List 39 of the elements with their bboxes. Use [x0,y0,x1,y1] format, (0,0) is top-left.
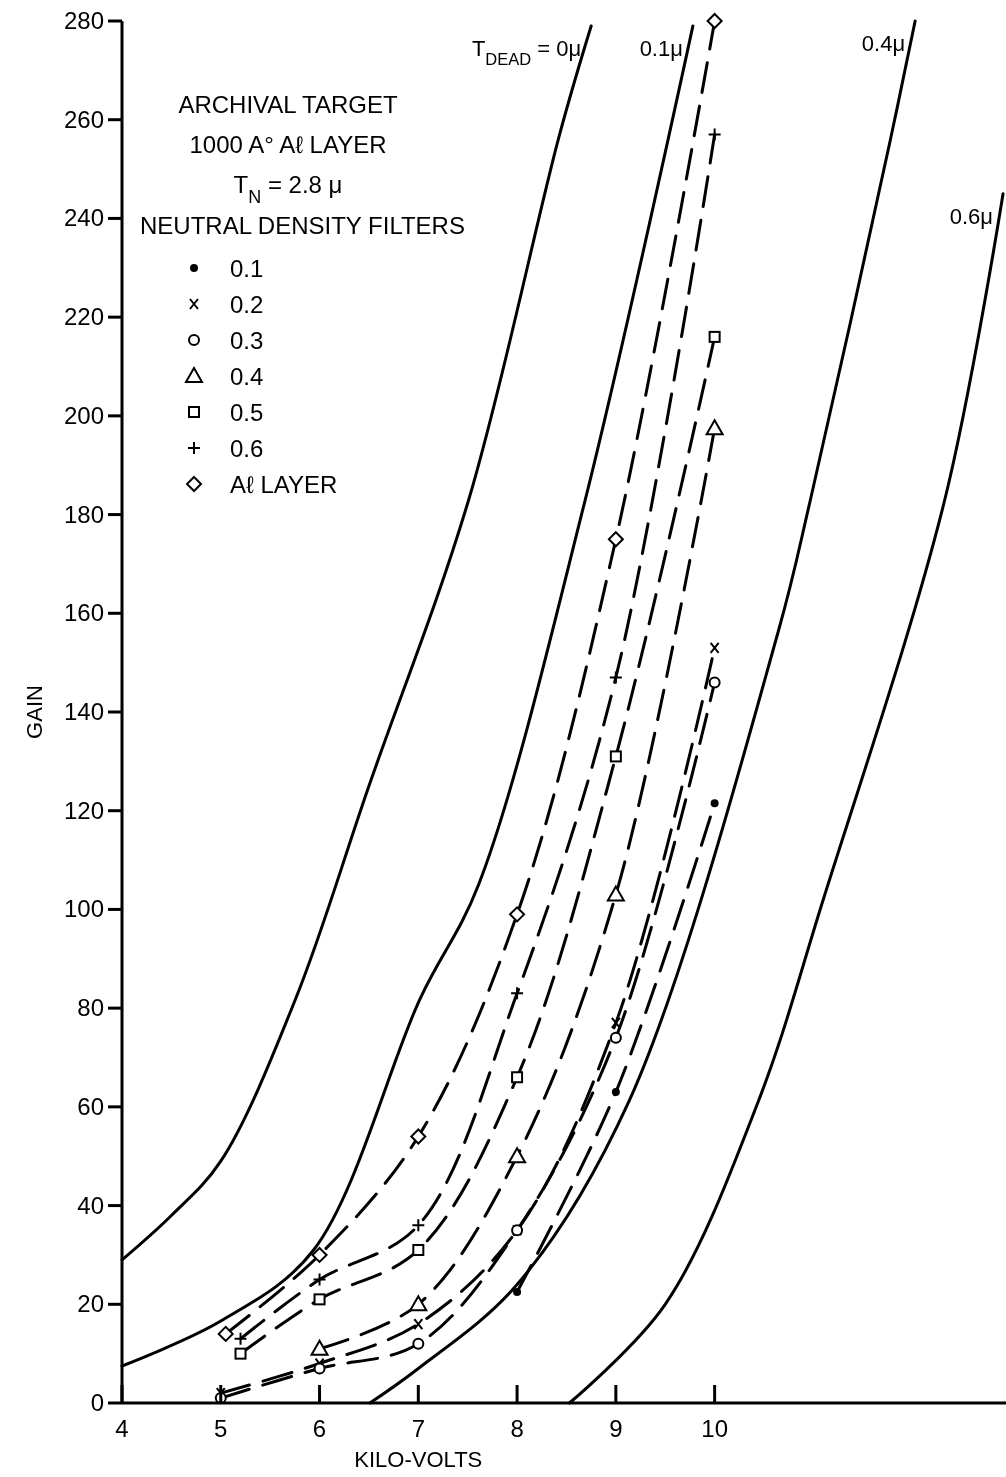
legend-label: 0.3 [230,327,264,354]
x-tick-label: 7 [411,1415,425,1442]
y-tick-label: 0 [90,1389,104,1416]
x-tick-label: 6 [312,1415,327,1442]
legend-label: Aℓ LAYER [230,471,338,498]
y-tick-label: 280 [63,7,104,34]
y-tick-label: 260 [63,105,104,133]
annotation: 1000 A° Aℓ LAYER [189,131,387,158]
y-tick-label: 180 [63,500,104,528]
y-tick-label: 100 [63,895,104,923]
y-axis-title: GAIN [22,685,47,739]
y-tick-label: 80 [77,994,104,1022]
x-tick-label: 10 [701,1415,728,1442]
series-label: 0.4μ [861,31,906,56]
legend-label: 0.6 [230,435,264,462]
y-tick-label: 120 [63,796,104,824]
series-label: 0.6μ [949,203,994,229]
y-tick-label: 40 [77,1191,104,1219]
y-tick-label: 220 [63,303,104,331]
y-tick-label: 200 [63,401,104,429]
x-tick-label: 5 [214,1415,228,1442]
legend-title: NEUTRAL DENSITY FILTERS [140,212,465,239]
annotation: ARCHIVAL TARGET [178,91,398,118]
x-axis-title: KILO-VOLTS [354,1447,483,1472]
legend-label: 0.5 [230,399,264,426]
annotation: T$_{N}$ = 2.8 μ [233,171,343,207]
x-tick-label: 9 [609,1415,623,1442]
y-tick-label: 240 [63,204,104,232]
y-tick-label: 60 [77,1092,104,1120]
series-label: T$_{DEAD}$ = 0μ [471,35,582,68]
y-tick-label: 140 [63,698,104,725]
y-tick-label: 160 [63,599,104,627]
legend-label: 0.4 [230,363,264,390]
x-tick-label: 8 [510,1415,524,1442]
series-label: 0.1μ [639,35,683,61]
x-tick-label: 4 [115,1415,129,1442]
y-tick-label: 20 [77,1290,104,1318]
legend-label: 0.1 [230,255,264,282]
legend-label: 0.2 [230,291,264,318]
